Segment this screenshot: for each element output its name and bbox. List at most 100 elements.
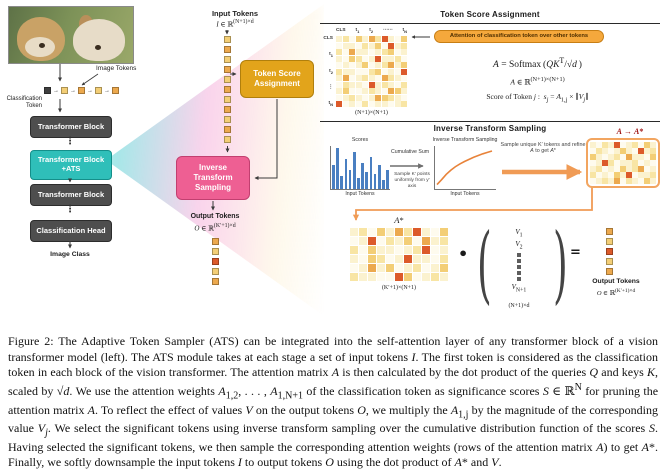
- output-tokens-dim: O ∈ ℝ(K′+1)×d: [194, 223, 236, 233]
- token-square: [212, 278, 219, 285]
- input-token-strip: [224, 36, 231, 143]
- score-bar: [369, 156, 373, 189]
- token-square: [606, 268, 613, 275]
- heatmap-cell: [431, 246, 439, 254]
- row-label-t2: t2: [329, 68, 333, 75]
- heatmap-cell: [368, 88, 375, 94]
- heatmap-cell: [650, 142, 656, 148]
- output-tokens-label: Output Tokens: [190, 213, 240, 220]
- heatmap-cell: [638, 172, 644, 178]
- softmax-equation: A = Softmax (QKT/√d ): [493, 56, 582, 71]
- heatmap-cell: [388, 88, 394, 94]
- heatmap-cell: [355, 55, 362, 62]
- a-to-astar-label: A → A*: [616, 127, 644, 136]
- heatmap-cell: [626, 148, 632, 154]
- heatmap-cell: [368, 75, 375, 81]
- token-score-equation: Score of Token j : sj = A1,j × ∥Vj∥: [486, 92, 589, 104]
- token-square: [224, 46, 231, 53]
- token-square: [606, 228, 613, 235]
- heatmap-cell: [336, 101, 342, 107]
- value-square: [517, 270, 521, 275]
- heatmap-cell: [440, 273, 448, 281]
- heatmap-cell: [355, 88, 362, 94]
- scores-bar-chart: [330, 146, 390, 190]
- heatmap-cell: [359, 264, 367, 272]
- heatmap-cell: [608, 160, 614, 166]
- heatmap-cell: [401, 94, 407, 101]
- heatmap-cell: [602, 154, 608, 160]
- heatmap-cell: [381, 42, 388, 49]
- heatmap-cell: [644, 160, 650, 166]
- heatmap-cell: [368, 62, 375, 68]
- token-square: [212, 268, 219, 275]
- heatmap-cell: [368, 55, 375, 62]
- heatmap-cell: [377, 246, 385, 254]
- heatmap-cell: [401, 42, 407, 49]
- heatmap-cell: [355, 42, 362, 49]
- attention-matrix-dim: (N+1)×(N+1): [355, 110, 388, 116]
- heatmap-cell: [422, 246, 430, 254]
- attention-matrix-heatmap: [336, 36, 407, 107]
- heatmap-cell: [350, 255, 358, 263]
- value-square: [517, 276, 521, 281]
- heatmap-cell: [394, 88, 401, 94]
- heatmap-cell: [388, 49, 394, 55]
- heatmap-cell: [362, 68, 368, 75]
- heatmap-cell: [608, 148, 614, 154]
- score-bar: [340, 176, 344, 189]
- heatmap-cell: [440, 237, 448, 245]
- heatmap-cell: [632, 154, 638, 160]
- heatmap-cell: [362, 36, 368, 42]
- heatmap-cell: [401, 55, 407, 62]
- classification-attention-callout: Attention of classification token over o…: [434, 30, 604, 43]
- heatmap-cell: [401, 75, 407, 81]
- heatmap-cell: [422, 273, 430, 281]
- heatmap-cell: [377, 237, 385, 245]
- heatmap-cell: [431, 255, 439, 263]
- heatmap-cell: [350, 264, 358, 272]
- heatmap-cell: [355, 94, 362, 101]
- heatmap-cell: [377, 264, 385, 272]
- token-arrow: →: [53, 87, 59, 94]
- sample-points-note: Sample K′ points uniformly from y′ axis: [394, 172, 430, 189]
- heatmap-cell: [350, 246, 358, 254]
- heatmap-cell: [608, 154, 614, 160]
- score-bar: [373, 173, 377, 189]
- heatmap-cell: [394, 62, 401, 68]
- heatmap-cell: [377, 273, 385, 281]
- score-bar: [332, 165, 335, 189]
- heatmap-cell: [590, 154, 596, 160]
- heatmap-cell: [626, 172, 632, 178]
- heatmap-cell: [388, 94, 394, 101]
- value-vn1: VN+1: [511, 282, 527, 294]
- heatmap-cell: [596, 154, 602, 160]
- heatmap-cell: [386, 246, 394, 254]
- heatmap-cell: [388, 55, 394, 62]
- heatmap-cell: [388, 42, 394, 49]
- heatmap-cell: [388, 75, 394, 81]
- col-label-t2: t2: [369, 28, 374, 34]
- heatmap-cell: [349, 75, 355, 81]
- score-bar: [365, 171, 369, 189]
- token-square: [224, 116, 231, 123]
- heatmap-cell: [349, 68, 355, 75]
- heatmap-cell: [377, 255, 385, 263]
- ellipsis-2: ⋮: [65, 204, 75, 215]
- heatmap-cell: [388, 81, 394, 88]
- heatmap-cell: [359, 228, 367, 236]
- equals-sign: =: [570, 245, 581, 260]
- panel-divider-2: [320, 121, 660, 122]
- heatmap-cell: [413, 228, 421, 236]
- heatmap-cell: [349, 88, 355, 94]
- heatmap-cell: [602, 142, 608, 148]
- heatmap-cell: [602, 148, 608, 154]
- heatmap-cell: [355, 62, 362, 68]
- heatmap-cell: [386, 255, 394, 263]
- heatmap-cell: [650, 172, 656, 178]
- heatmap-cell: [349, 62, 355, 68]
- heatmap-cell: [336, 62, 342, 68]
- heatmap-cell: [614, 178, 620, 184]
- score-bar: [377, 165, 381, 189]
- scores-xlabel: Input Tokens: [345, 191, 375, 197]
